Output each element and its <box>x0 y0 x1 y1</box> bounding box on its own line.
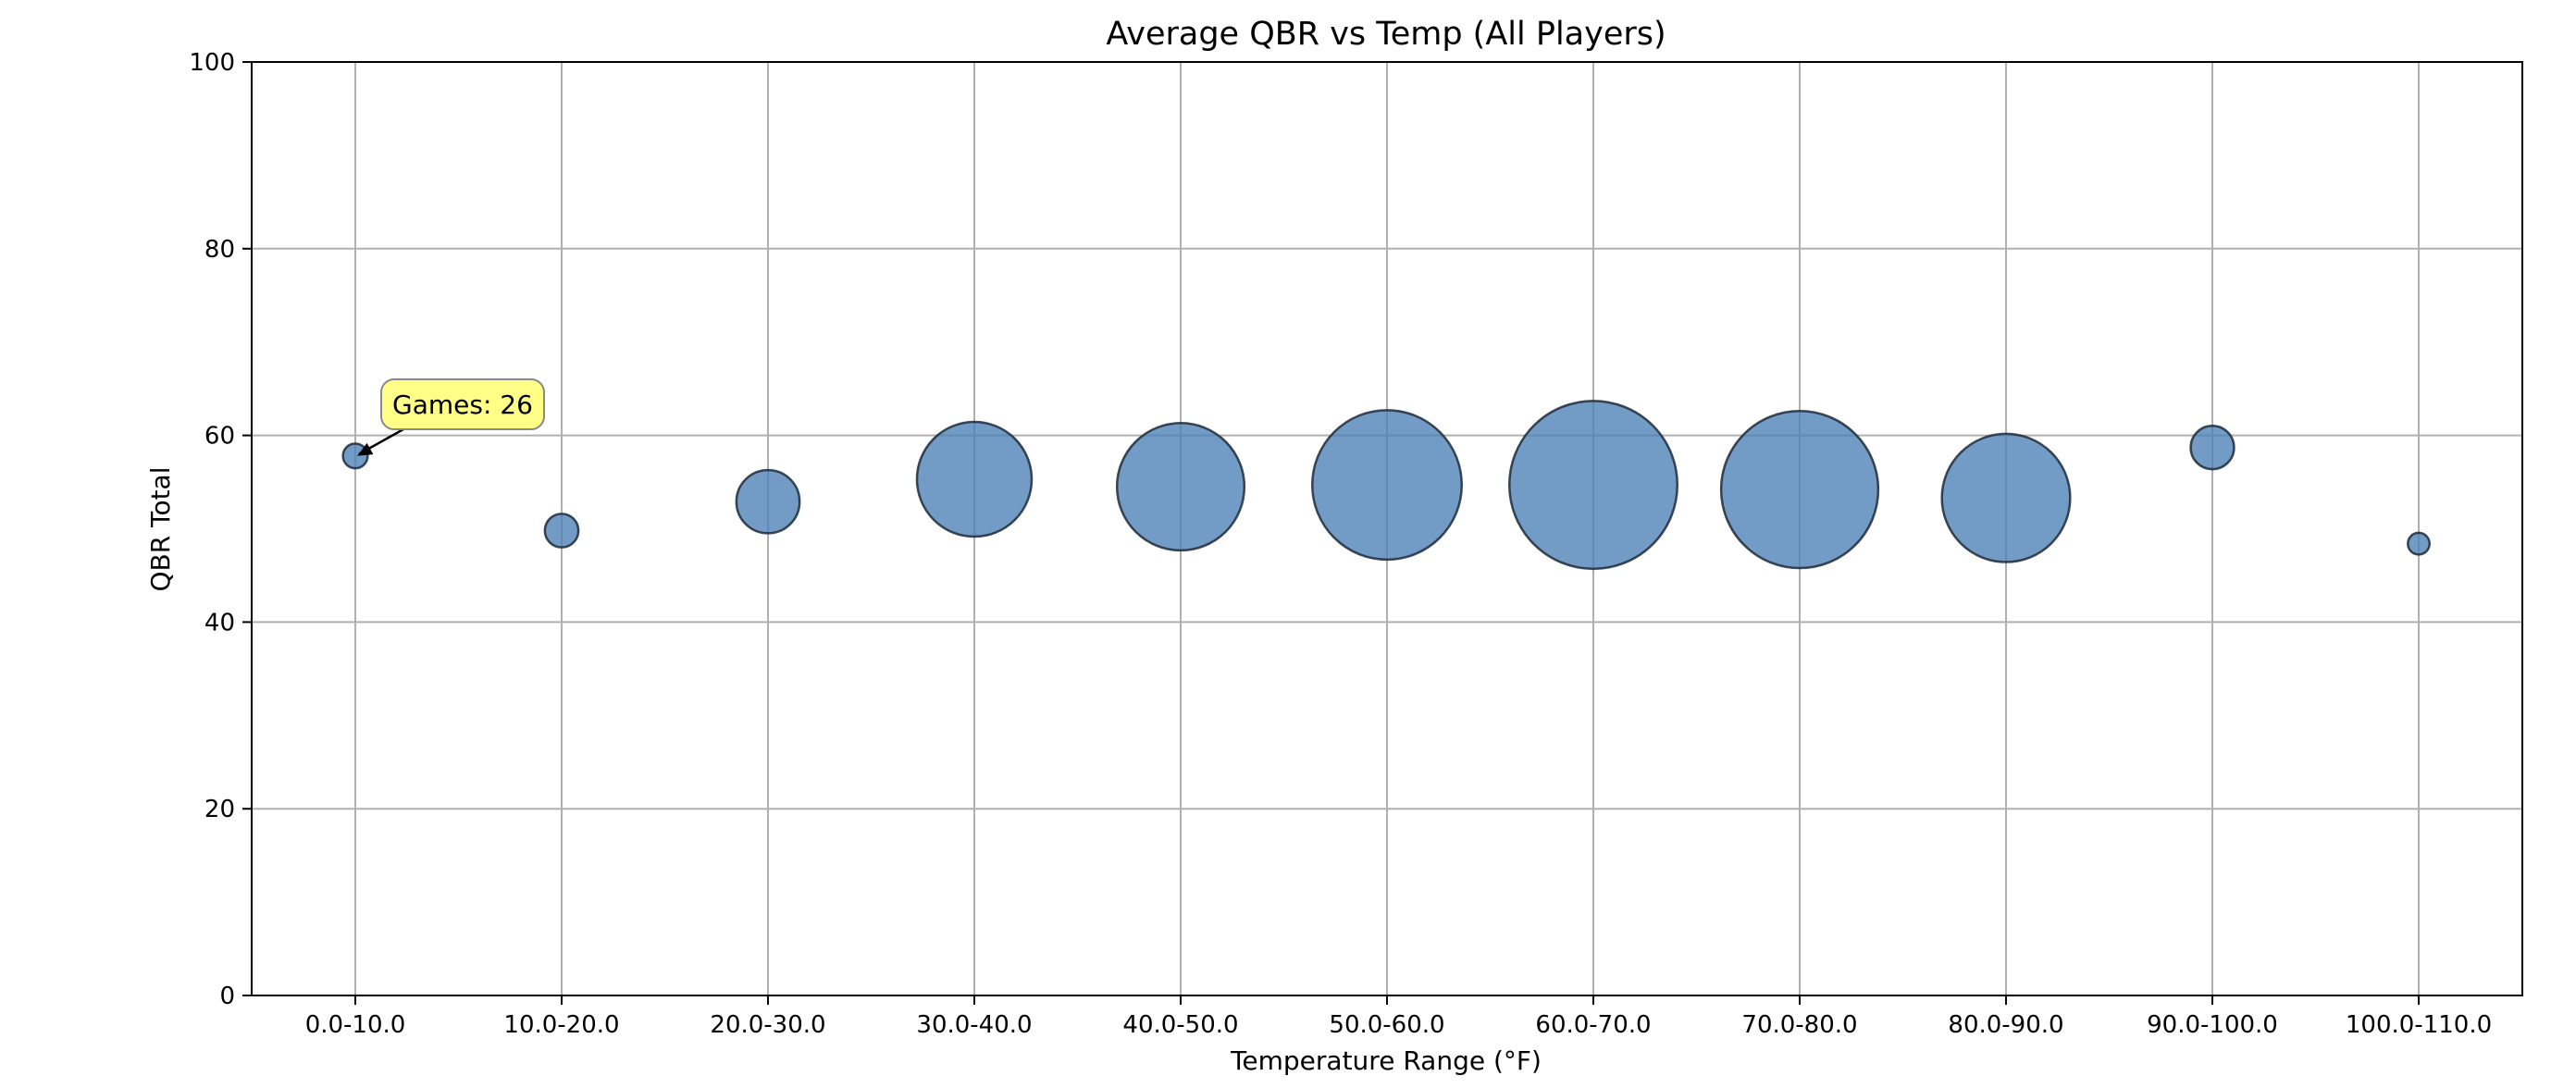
x-tick-label: 50.0-60.0 <box>1329 1011 1444 1039</box>
annotation: Games: 26 <box>357 378 545 456</box>
x-tick-label: 20.0-30.0 <box>710 1011 825 1039</box>
x-tick-label: 60.0-70.0 <box>1535 1011 1651 1039</box>
y-axis-label: QBR Total <box>145 467 176 592</box>
bubble-point <box>543 513 580 549</box>
x-axis: 0.0-10.0 10.0-20.0 20.0-30.0 30.0-40.0 40.0-… <box>305 995 2492 1039</box>
y-axis: 0 20 40 60 80 100 <box>189 49 252 1010</box>
y-tick-label: 100 <box>189 49 235 77</box>
bubble-point <box>2189 425 2235 471</box>
annotation-box <box>380 378 545 430</box>
bubble-point <box>1507 400 1679 571</box>
x-tick-label: 80.0-90.0 <box>1948 1011 2063 1039</box>
bubble-point <box>341 442 369 470</box>
bubble-point <box>1719 409 1880 570</box>
x-axis-label: Temperature Range (°F) <box>1230 1045 1542 1076</box>
chart-title: Average QBR vs Temp (All Players) <box>1106 16 1666 53</box>
x-tick-label: 70.0-80.0 <box>1741 1011 1857 1039</box>
x-tick-label: 90.0-100.0 <box>2147 1011 2278 1039</box>
y-tick-label: 80 <box>204 236 235 264</box>
bubble-point <box>915 420 1034 538</box>
bubbles <box>341 400 2431 571</box>
y-tick-label: 20 <box>204 796 235 823</box>
annotation-arrow-head <box>357 442 374 456</box>
x-tick-label: 40.0-50.0 <box>1122 1011 1238 1039</box>
x-tick-label: 0.0-10.0 <box>305 1011 406 1039</box>
y-tick-label: 40 <box>204 609 235 637</box>
bubble-point <box>1310 409 1464 562</box>
y-tick-label: 0 <box>219 983 235 1010</box>
bubble-point <box>1115 422 1246 552</box>
y-tick-label: 60 <box>204 423 235 451</box>
bubble-point <box>1940 432 2072 563</box>
bubble-point <box>2407 531 2431 556</box>
annotation-text: Games: 26 <box>392 389 533 420</box>
bubble-point <box>735 468 801 535</box>
x-tick-label: 100.0-110.0 <box>2346 1011 2492 1039</box>
x-tick-label: 30.0-40.0 <box>916 1011 1032 1039</box>
x-tick-label: 10.0-20.0 <box>503 1011 619 1039</box>
